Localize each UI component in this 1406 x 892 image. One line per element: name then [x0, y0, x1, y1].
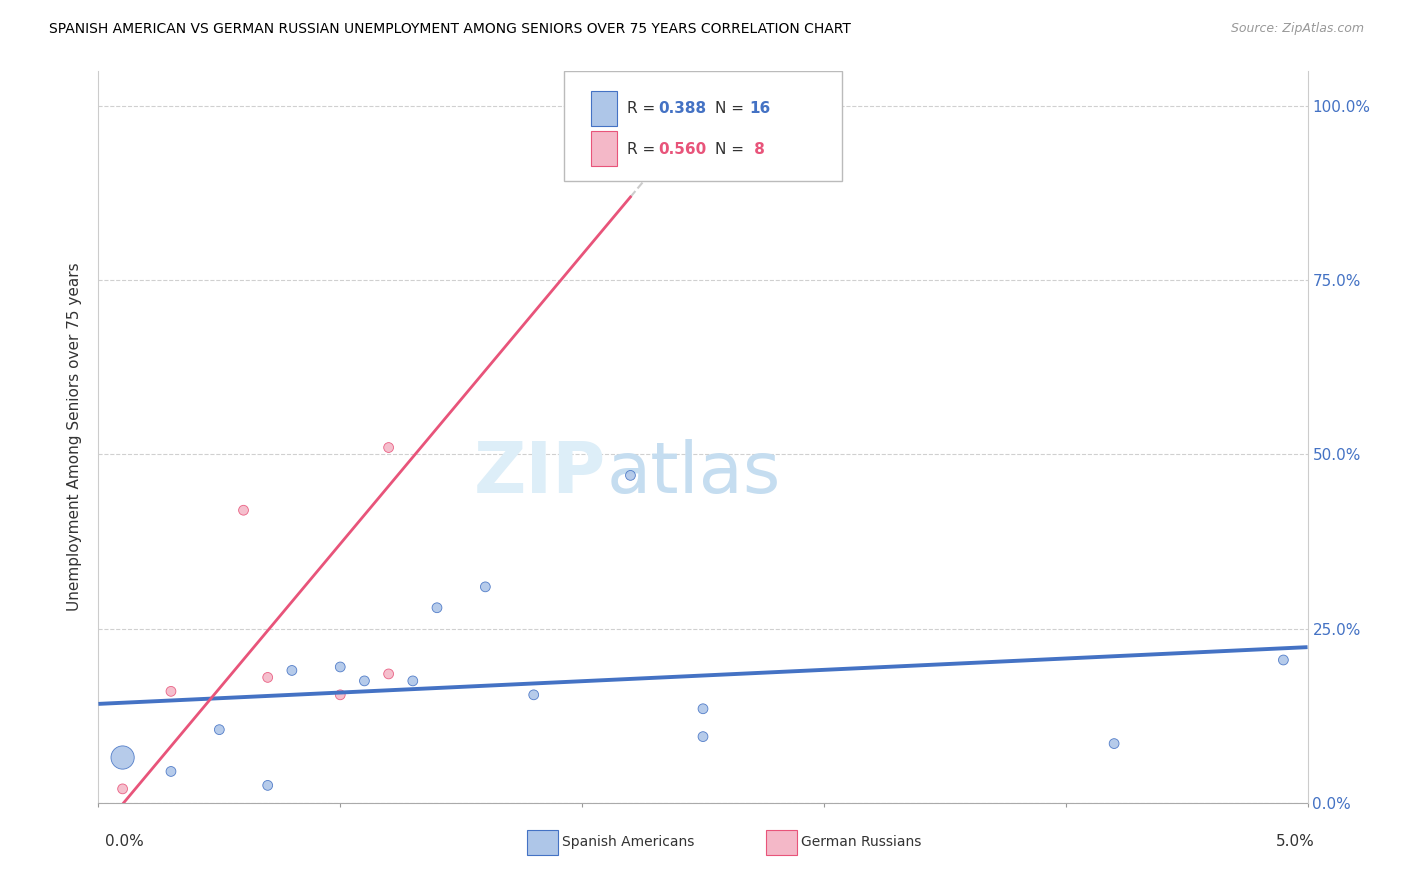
Text: Spanish Americans: Spanish Americans: [562, 835, 695, 849]
Point: [523, 688, 546, 702]
Point: [329, 660, 352, 674]
Point: [692, 702, 714, 716]
Point: [111, 750, 134, 764]
Point: [232, 503, 254, 517]
Point: [256, 778, 278, 792]
Text: 0.0%: 0.0%: [105, 834, 145, 849]
Point: [692, 730, 714, 744]
Point: [571, 120, 593, 134]
Y-axis label: Unemployment Among Seniors over 75 years: Unemployment Among Seniors over 75 years: [67, 263, 83, 611]
Point: [1102, 737, 1125, 751]
Bar: [591, 131, 617, 167]
Point: [377, 441, 399, 455]
FancyBboxPatch shape: [564, 71, 842, 181]
Text: N =: N =: [716, 101, 749, 116]
Point: [377, 667, 399, 681]
Point: [474, 580, 496, 594]
Point: [329, 688, 352, 702]
Point: [402, 673, 425, 688]
Point: [619, 468, 641, 483]
Bar: [591, 91, 617, 126]
Point: [281, 664, 304, 678]
Text: ZIP: ZIP: [474, 439, 606, 508]
Point: [1272, 653, 1295, 667]
Text: N =: N =: [716, 142, 749, 157]
Text: 16: 16: [749, 101, 770, 116]
Point: [208, 723, 231, 737]
Text: 0.560: 0.560: [658, 142, 706, 157]
Point: [256, 670, 278, 684]
Point: [426, 600, 449, 615]
Text: German Russians: German Russians: [801, 835, 922, 849]
Bar: [527, 830, 558, 855]
Text: 0.388: 0.388: [658, 101, 706, 116]
Text: 8: 8: [749, 142, 765, 157]
Bar: [766, 830, 797, 855]
Text: Source: ZipAtlas.com: Source: ZipAtlas.com: [1230, 22, 1364, 36]
Point: [111, 781, 134, 796]
Point: [160, 684, 183, 698]
Point: [160, 764, 183, 779]
Text: SPANISH AMERICAN VS GERMAN RUSSIAN UNEMPLOYMENT AMONG SENIORS OVER 75 YEARS CORR: SPANISH AMERICAN VS GERMAN RUSSIAN UNEMP…: [49, 22, 851, 37]
Point: [353, 673, 375, 688]
Text: atlas: atlas: [606, 439, 780, 508]
Text: R =: R =: [627, 101, 659, 116]
Text: R =: R =: [627, 142, 659, 157]
Text: 5.0%: 5.0%: [1275, 834, 1315, 849]
